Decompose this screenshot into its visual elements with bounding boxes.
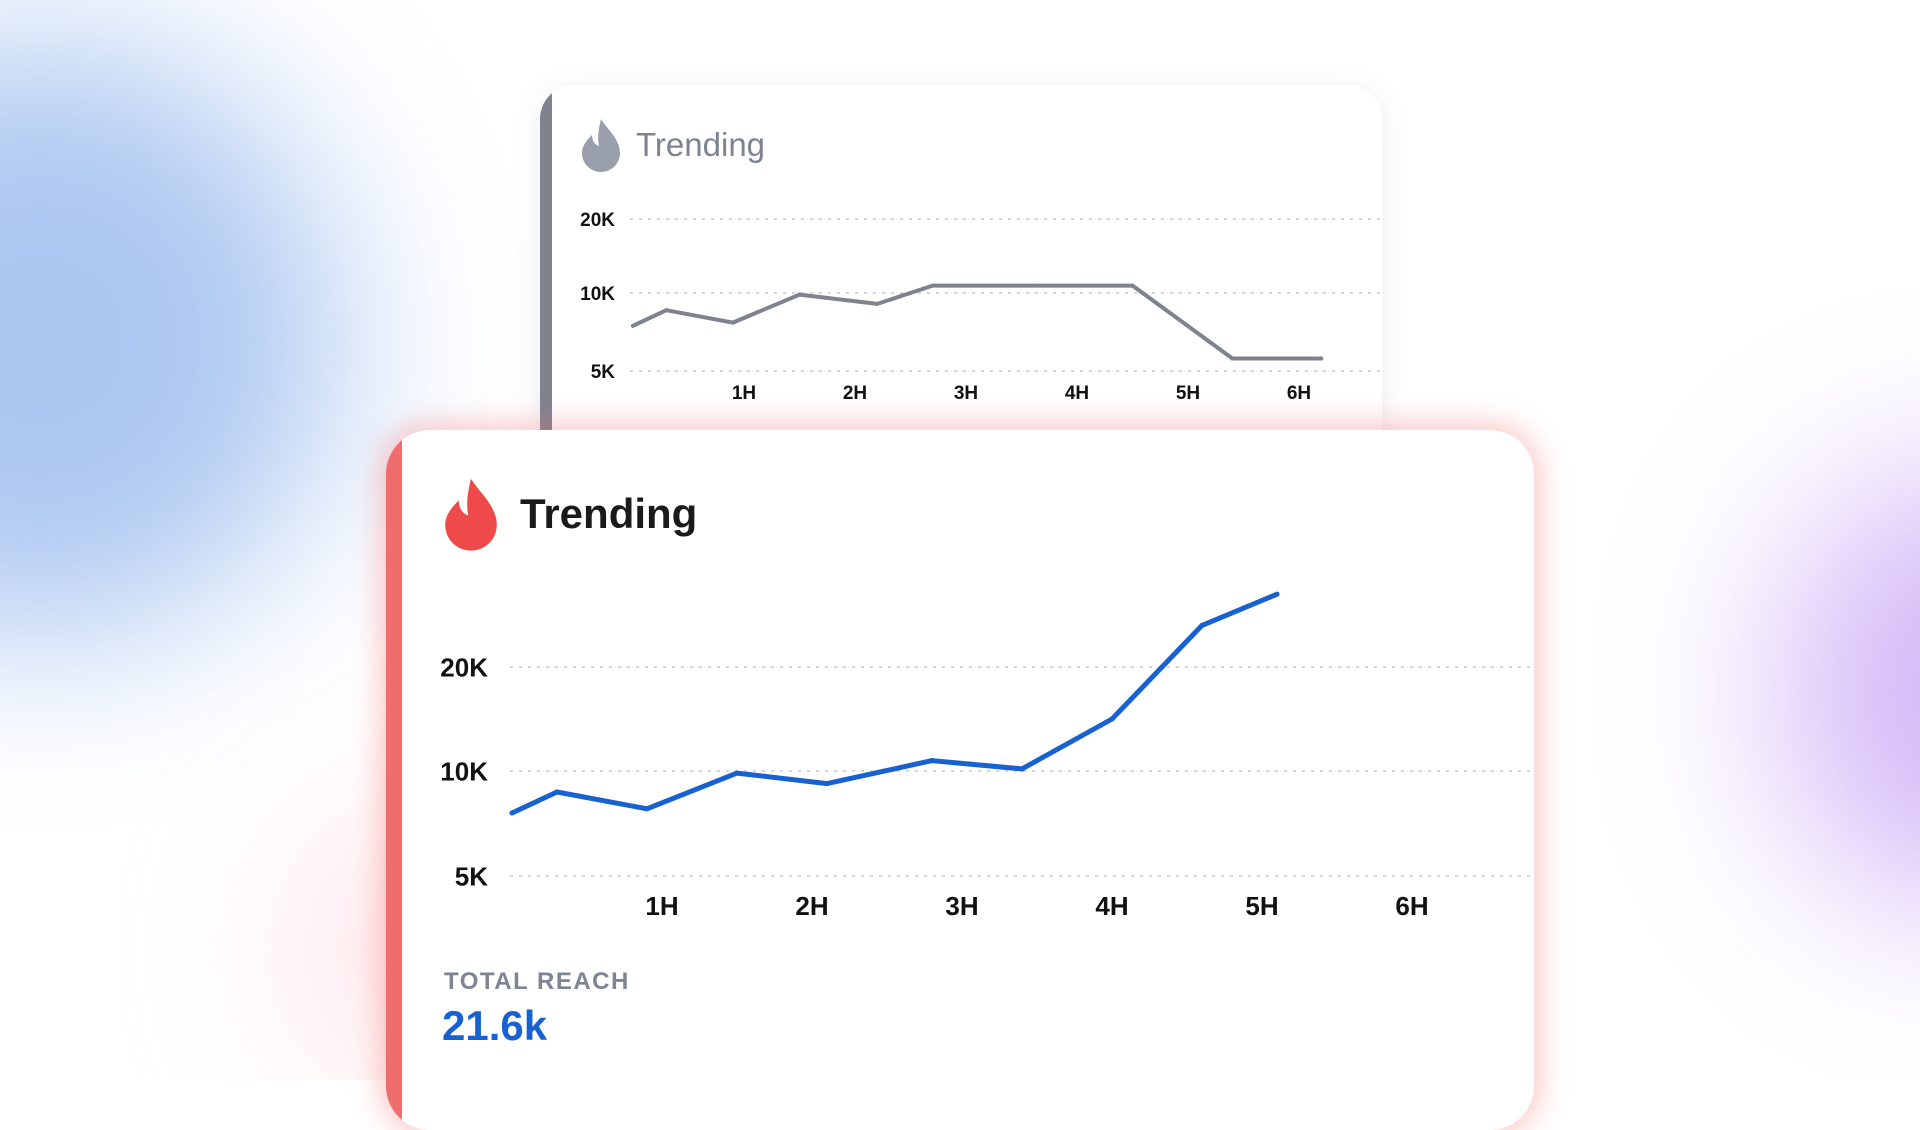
x-tick-label: 1H <box>732 383 756 404</box>
data-point <box>824 781 830 787</box>
data-point <box>930 283 935 288</box>
flame-icon <box>442 476 500 552</box>
card-title: Trending <box>520 490 698 537</box>
x-tick-label: 4H <box>1065 383 1089 404</box>
x-tick-label: 2H <box>795 891 828 921</box>
trending-line-chart: 20K 10K 5K 1H 2H 3H 4H 5H 6H <box>580 210 1380 404</box>
y-tick-label: 5K <box>455 861 488 891</box>
data-point <box>1274 591 1280 597</box>
data-point <box>554 789 560 795</box>
data-point <box>797 292 802 297</box>
total-reach-label: TOTAL REACH <box>444 968 630 995</box>
data-point <box>1030 283 1035 288</box>
y-tick-label: 10K <box>440 756 488 786</box>
data-point <box>1109 716 1115 722</box>
series-line <box>631 283 1324 361</box>
x-tick-label: 5H <box>1245 891 1278 921</box>
x-tick-label: 6H <box>1287 383 1311 404</box>
card-header: Trending <box>442 476 697 552</box>
data-point <box>734 770 740 776</box>
data-point <box>1019 766 1025 772</box>
data-point <box>1230 356 1235 361</box>
x-tick-label: 3H <box>945 891 978 921</box>
card-title: Trending <box>636 126 766 163</box>
flame-icon <box>580 117 622 173</box>
data-point <box>1130 283 1135 288</box>
x-tick-label: 6H <box>1395 891 1428 921</box>
trending-card: Trending 20K 10K 5K 1H 2H 3H 4H 5H 6H TOTAL REAC… <box>386 430 1534 1130</box>
y-tick-label: 20K <box>580 210 615 231</box>
x-tick-label: 1H <box>645 891 678 921</box>
data-point <box>509 810 515 816</box>
y-tick-label: 5K <box>591 362 616 383</box>
y-tick-label: 10K <box>580 284 615 305</box>
data-point <box>1199 622 1205 628</box>
data-point <box>631 323 635 328</box>
background-glow-blue <box>0 40 340 640</box>
trending-line-chart: 20K 10K 5K 1H 2H 3H 4H 5H 6H <box>440 591 1532 921</box>
data-point <box>664 308 669 313</box>
data-point <box>929 758 935 764</box>
data-point <box>730 320 735 325</box>
series-line <box>509 591 1280 816</box>
card-accent-stripe <box>386 430 402 1130</box>
background-glow-purple <box>1780 470 1920 910</box>
total-reach-value: 21.6k <box>442 1002 548 1049</box>
data-point <box>1319 356 1324 361</box>
y-tick-label: 20K <box>440 652 488 682</box>
x-tick-label: 4H <box>1095 891 1128 921</box>
x-tick-label: 3H <box>954 383 978 404</box>
data-point <box>644 806 650 812</box>
x-tick-label: 2H <box>843 383 867 404</box>
data-point <box>875 301 880 306</box>
x-tick-label: 5H <box>1176 383 1200 404</box>
card-header: Trending <box>580 117 765 173</box>
